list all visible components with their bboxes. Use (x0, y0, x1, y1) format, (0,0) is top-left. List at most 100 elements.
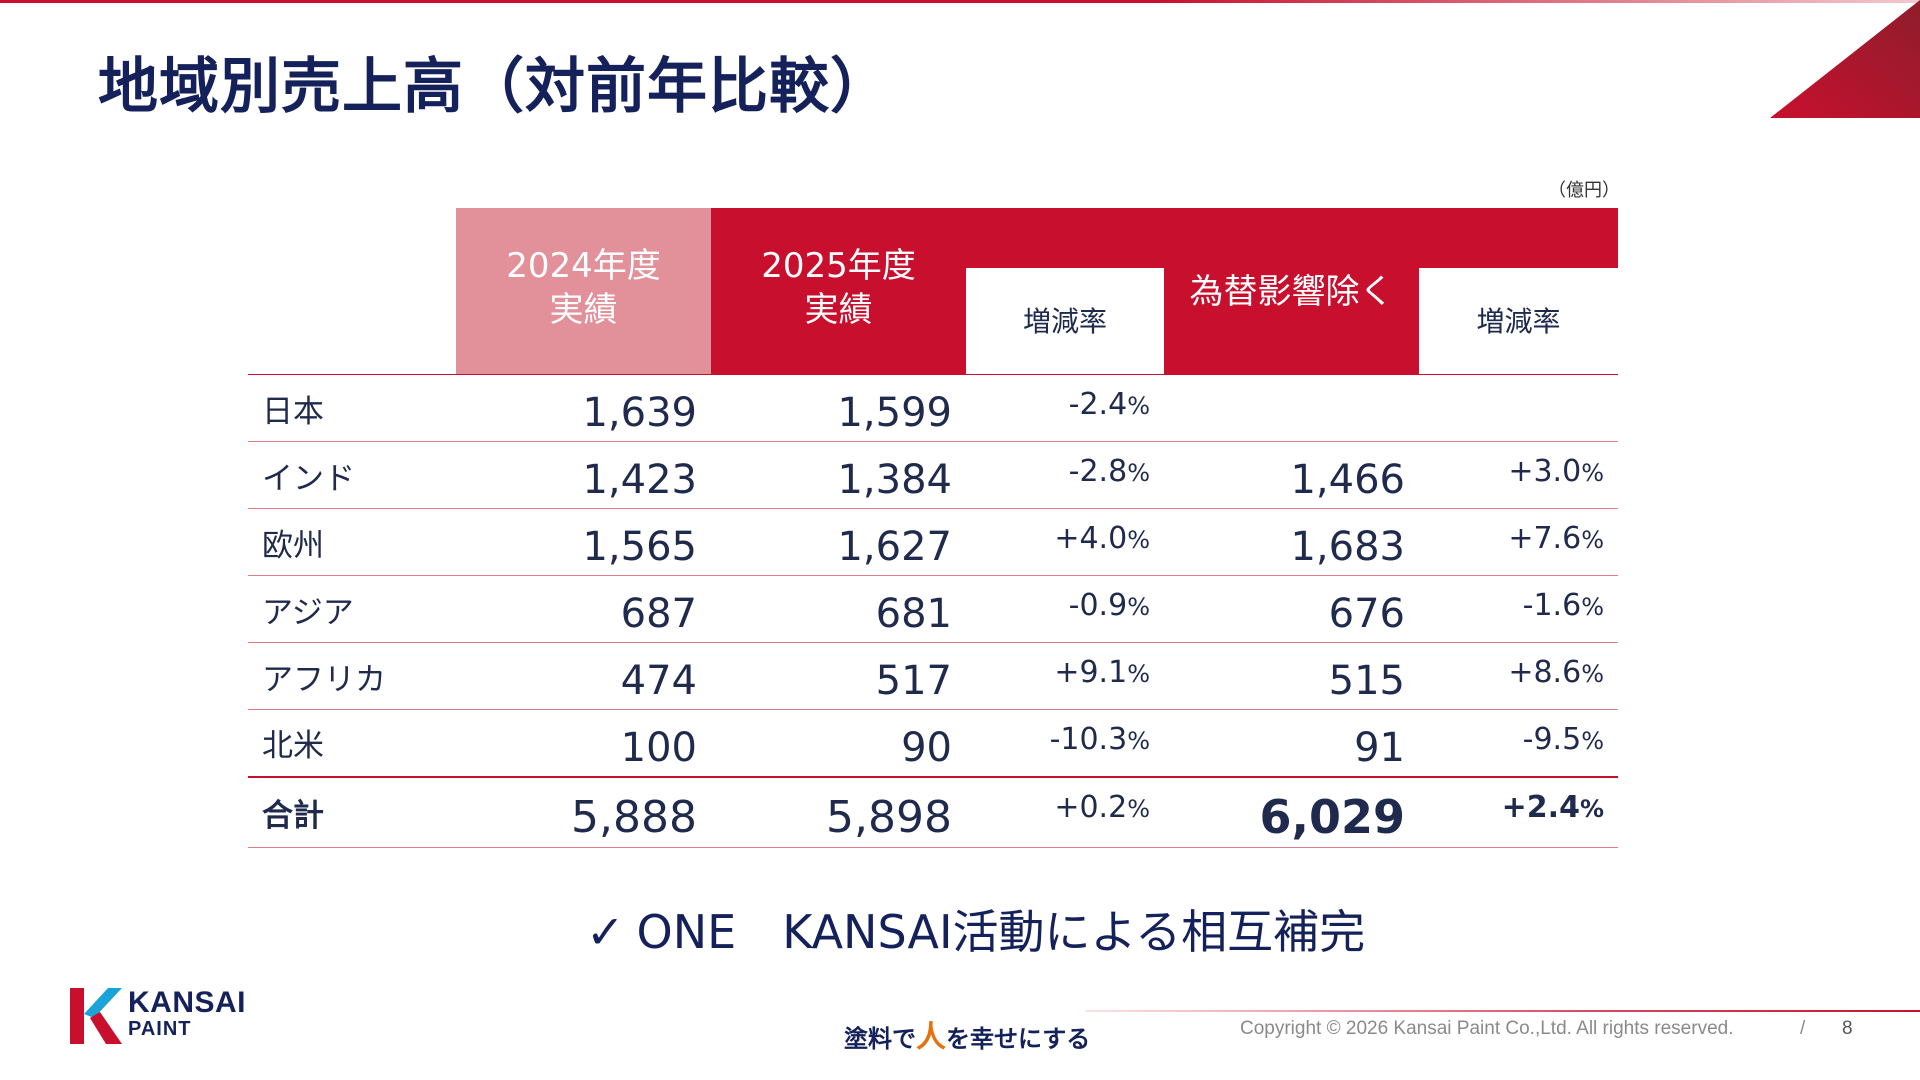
header-fy2025-actual: 実績 (804, 290, 873, 330)
fy2025-value: 681 (875, 591, 952, 637)
slogan: 塗料で人を幸せにする (844, 1012, 1090, 1056)
checkmark-icon: ✓ (586, 905, 625, 959)
slogan-person-char: 人 (916, 1020, 946, 1055)
summary-note: ✓ ONE KANSAI活動による相互補完 (586, 896, 1365, 962)
percent-sign: % (1127, 593, 1150, 621)
header-change-rate-ex-fx: 増減率 (1419, 208, 1618, 375)
percent-sign: % (1581, 727, 1604, 755)
fy2024-value: 687 (620, 591, 697, 637)
change-rate: -0.9% (966, 576, 1164, 643)
page-title: 地域別売上高（対前年比較） (98, 52, 891, 122)
header-fy2025: 2025年度 実績 (711, 208, 966, 375)
region-name: インド (262, 460, 355, 497)
header-band (966, 208, 1164, 268)
fy2024-value: 1,639 (582, 390, 697, 436)
header-fy2024: 2024年度 実績 (456, 208, 711, 375)
region-name: 日本 (262, 393, 324, 430)
change-rate-ex-fx: +7.6% (1419, 509, 1618, 576)
excluding-fx-value: 676 (1328, 591, 1405, 637)
logo-mark-icon (70, 988, 122, 1044)
fy2024-value: 1,423 (582, 457, 697, 503)
region-name: アジア (262, 594, 354, 631)
fy2025-value: 517 (875, 658, 952, 704)
fy2025-value: 90 (901, 724, 952, 771)
percent-sign: % (1581, 593, 1604, 621)
header-change-rate-ex-fx-label: 増減率 (1476, 305, 1561, 338)
slogan-text-2: を幸せにする (946, 1025, 1091, 1053)
change-rate-ex-fx (1419, 375, 1618, 442)
total-fy2024-value: 5,888 (571, 791, 697, 843)
change-rate-ex-fx: +3.0% (1419, 442, 1618, 509)
fy2025-value: 1,599 (837, 390, 952, 436)
change-rate-ex-fx-value: -9.5 (1522, 722, 1582, 757)
fy2024-value: 100 (620, 724, 697, 771)
fy2025-value: 1,384 (837, 457, 952, 503)
total-change-rate-value: +0.2 (1054, 789, 1128, 825)
total-excluding-fx-value: 6,029 (1259, 790, 1405, 845)
change-rate-value: -2.4 (1068, 387, 1128, 422)
header-excluding-fx-label: 為替影響除く (1189, 272, 1394, 312)
header-blank-cell (248, 208, 456, 375)
percent-sign: % (1581, 660, 1604, 688)
percent-sign: % (1127, 392, 1150, 420)
change-rate-value: -10.3 (1049, 722, 1128, 757)
change-rate-ex-fx-value: +7.6 (1508, 521, 1582, 556)
header-fy2024-actual: 実績 (549, 290, 618, 330)
fy2025-value: 1,627 (837, 524, 952, 570)
percent-sign: % (1127, 526, 1150, 554)
logo-text-paint: PAINT (128, 1018, 192, 1040)
page-number: 8 (1842, 1018, 1853, 1039)
summary-note-text: ONE KANSAI活動による相互補完 (636, 905, 1366, 959)
excluding-fx-value: 515 (1328, 658, 1405, 704)
table-row: アジア 687 681 -0.9% 676 -1.6% (248, 576, 1618, 643)
table-row: アフリカ 474 517 +9.1% 515 +8.6% (248, 643, 1618, 710)
unit-label: （億円） (1548, 180, 1620, 201)
header-change-rate: 増減率 (966, 208, 1164, 375)
table-row: 北米 100 90 -10.3% 91 -9.5% (248, 710, 1618, 777)
header-change-rate-label: 増減率 (1022, 305, 1107, 338)
change-rate: -2.4% (966, 375, 1164, 442)
change-rate: -10.3% (966, 710, 1164, 777)
percent-sign: % (1581, 459, 1604, 487)
excluding-fx-value: 1,683 (1290, 524, 1405, 570)
percent-sign: % (1579, 794, 1604, 823)
total-change-rate-ex-fx-value: +2.4 (1501, 789, 1580, 825)
header-fy2024-year: 2024年度 (506, 246, 661, 286)
fy2024-value: 474 (620, 658, 697, 704)
total-row: 合計 5,888 5,898 +0.2% 6,029 +2.4% (248, 777, 1618, 848)
footer-separator: / (1800, 1018, 1806, 1039)
percent-sign: % (1127, 459, 1150, 487)
excluding-fx-value: 91 (1354, 724, 1405, 771)
change-rate: +4.0% (966, 509, 1164, 576)
change-rate-value: +4.0 (1054, 521, 1128, 556)
change-rate-value: -2.8 (1068, 454, 1128, 489)
region-name: 北米 (262, 728, 324, 765)
change-rate: +9.1% (966, 643, 1164, 710)
table-row: 欧州 1,565 1,627 +4.0% 1,683 +7.6% (248, 509, 1618, 576)
region-name: 欧州 (262, 527, 324, 564)
total-fy2025-value: 5,898 (826, 791, 952, 843)
excluding-fx-value: 1,466 (1290, 457, 1405, 503)
table-row: 日本 1,639 1,599 -2.4% (248, 375, 1618, 442)
change-rate-ex-fx-value: -1.6 (1522, 588, 1582, 623)
logo-text-kansai: KANSAI (128, 986, 247, 1019)
top-accent-line (0, 0, 1920, 3)
header-excluding-fx: 為替影響除く (1164, 208, 1419, 375)
header-fy2025-year: 2025年度 (761, 246, 916, 286)
change-rate-ex-fx: -9.5% (1419, 710, 1618, 777)
excluding-fx-value (1164, 375, 1419, 442)
table-header-row: 2024年度 実績 2025年度 実績 増減率 為替影響除く 増減率 (248, 208, 1618, 375)
percent-sign: % (1127, 660, 1150, 688)
slogan-text-1: 塗料で (844, 1025, 916, 1053)
table-row: インド 1,423 1,384 -2.8% 1,466 +3.0% (248, 442, 1618, 509)
regional-sales-table: 2024年度 実績 2025年度 実績 増減率 為替影響除く 増減率 (248, 208, 1618, 848)
copyright-text: Copyright © 2026 Kansai Paint Co.,Ltd. A… (1240, 1018, 1734, 1039)
fy2024-value: 1,565 (582, 524, 697, 570)
change-rate-ex-fx: -1.6% (1419, 576, 1618, 643)
region-name: アフリカ (262, 661, 386, 698)
percent-sign: % (1581, 526, 1604, 554)
footer-accent-line (1085, 1010, 1920, 1012)
kansai-paint-logo: KANSAI PAINT (70, 986, 270, 1046)
total-change-rate-ex-fx: +2.4% (1419, 777, 1618, 848)
change-rate: -2.8% (966, 442, 1164, 509)
